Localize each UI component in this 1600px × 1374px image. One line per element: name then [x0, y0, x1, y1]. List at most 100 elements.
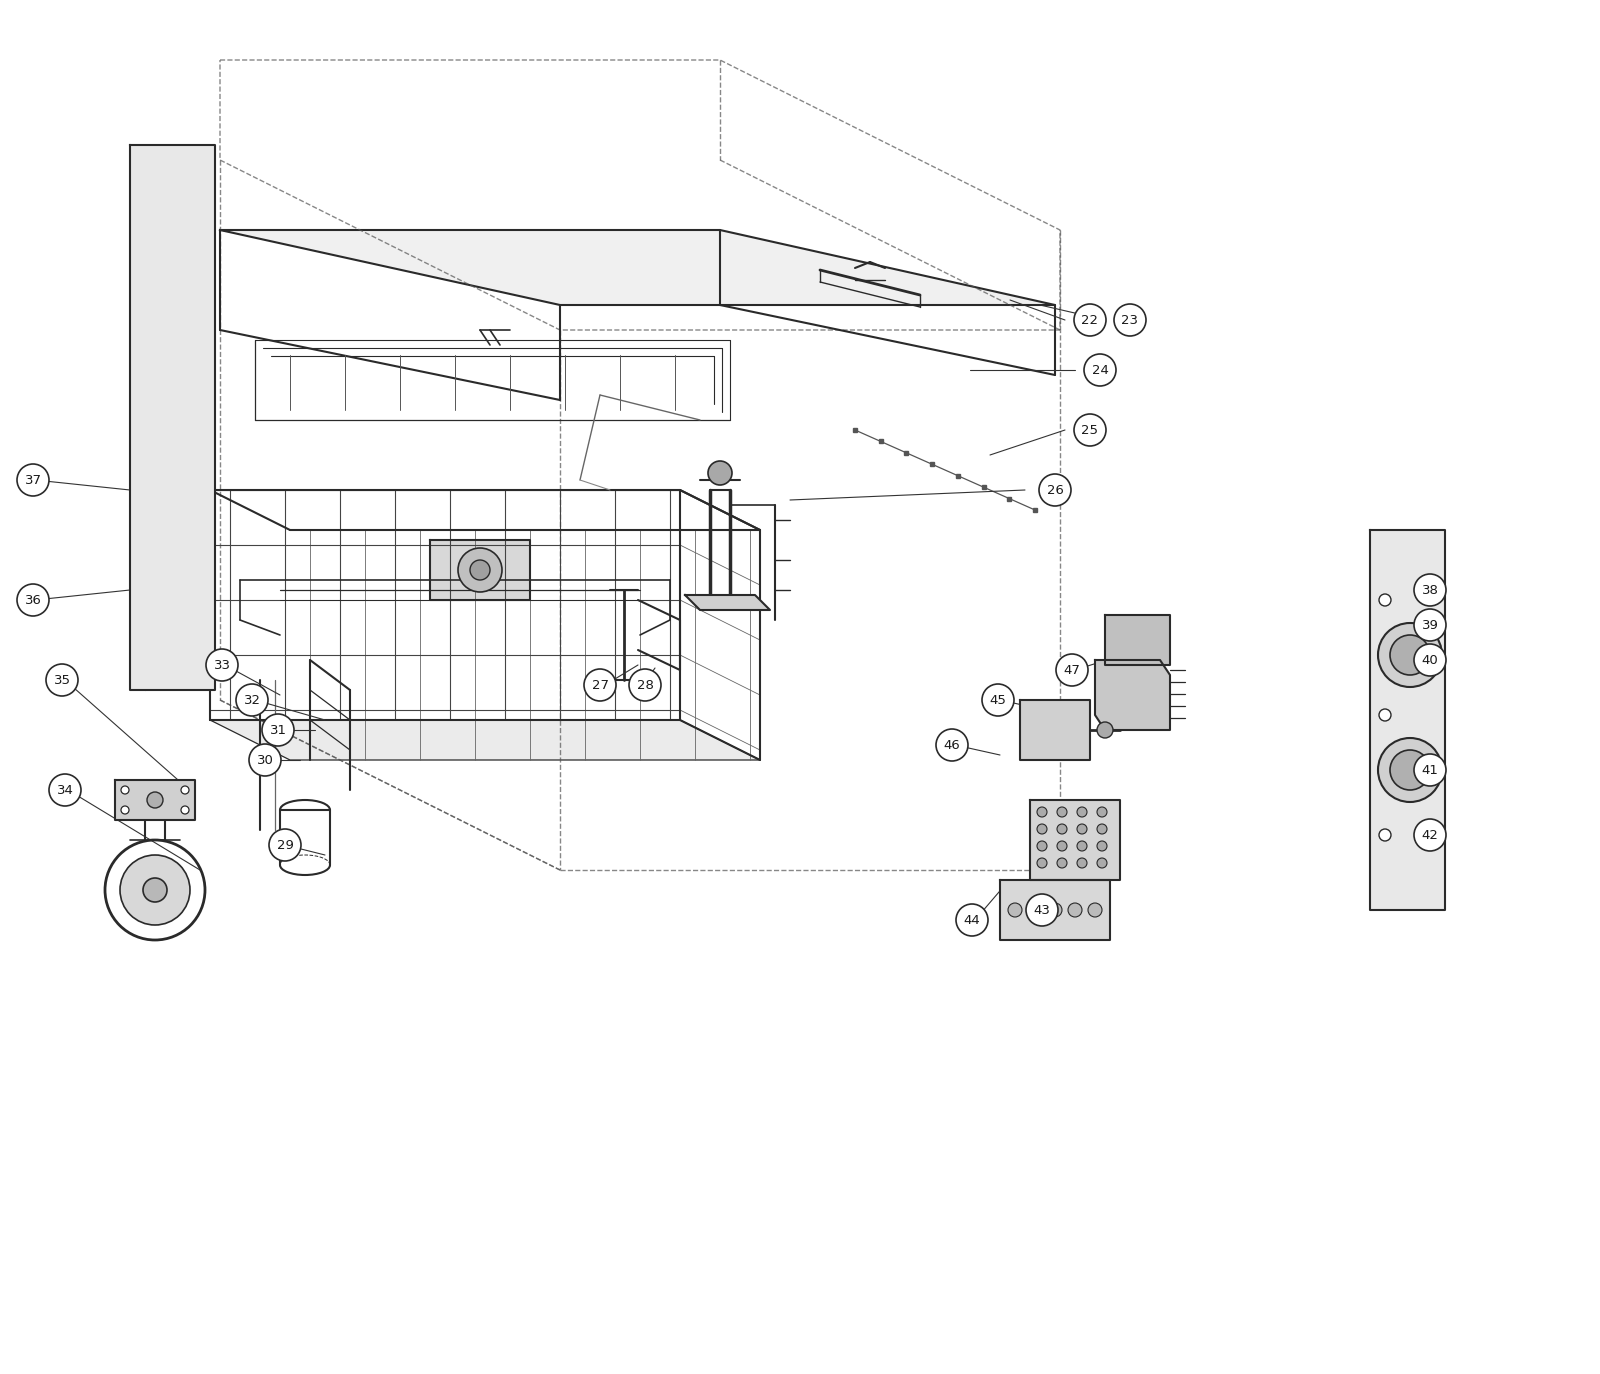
Circle shape: [1027, 903, 1042, 916]
Circle shape: [1098, 721, 1114, 738]
Text: 39: 39: [1421, 618, 1438, 632]
Circle shape: [1069, 903, 1082, 916]
Text: 36: 36: [24, 594, 42, 606]
Circle shape: [1390, 635, 1430, 675]
Circle shape: [1098, 841, 1107, 851]
Circle shape: [1414, 644, 1446, 676]
Circle shape: [1037, 807, 1046, 818]
Circle shape: [470, 561, 490, 580]
Circle shape: [46, 664, 78, 697]
Circle shape: [1037, 857, 1046, 868]
Text: 30: 30: [256, 753, 274, 767]
Polygon shape: [1370, 530, 1445, 910]
Circle shape: [584, 669, 616, 701]
Text: 38: 38: [1421, 584, 1438, 596]
Text: 29: 29: [277, 838, 293, 852]
Polygon shape: [1030, 800, 1120, 879]
Polygon shape: [685, 595, 770, 610]
Circle shape: [1098, 807, 1107, 818]
Polygon shape: [1000, 879, 1110, 940]
Circle shape: [181, 786, 189, 794]
Text: 46: 46: [944, 738, 960, 752]
Circle shape: [142, 878, 166, 901]
Circle shape: [1037, 824, 1046, 834]
Circle shape: [1058, 824, 1067, 834]
Text: 32: 32: [243, 694, 261, 706]
Circle shape: [1058, 807, 1067, 818]
Circle shape: [1390, 750, 1430, 790]
Circle shape: [1077, 824, 1086, 834]
Circle shape: [206, 649, 238, 682]
Circle shape: [1038, 474, 1070, 506]
Circle shape: [1085, 354, 1117, 386]
Circle shape: [1414, 574, 1446, 606]
Text: 23: 23: [1122, 313, 1139, 327]
Text: 42: 42: [1421, 829, 1438, 841]
Circle shape: [1074, 304, 1106, 337]
Circle shape: [1098, 824, 1107, 834]
Text: 26: 26: [1046, 484, 1064, 496]
Circle shape: [237, 684, 269, 716]
Polygon shape: [130, 146, 214, 690]
Text: 33: 33: [213, 658, 230, 672]
Text: 41: 41: [1421, 764, 1438, 776]
Circle shape: [50, 774, 82, 807]
Text: 25: 25: [1082, 423, 1099, 437]
Circle shape: [1114, 304, 1146, 337]
Circle shape: [1037, 841, 1046, 851]
Circle shape: [1378, 622, 1442, 687]
Text: 24: 24: [1091, 364, 1109, 376]
Circle shape: [1414, 754, 1446, 786]
Circle shape: [120, 855, 190, 925]
Circle shape: [1088, 903, 1102, 916]
Circle shape: [1379, 709, 1390, 721]
Text: 35: 35: [53, 673, 70, 687]
Circle shape: [1379, 594, 1390, 606]
Circle shape: [936, 730, 968, 761]
Polygon shape: [210, 720, 760, 760]
Circle shape: [269, 829, 301, 861]
Text: 34: 34: [56, 783, 74, 797]
Text: 47: 47: [1064, 664, 1080, 676]
Text: 22: 22: [1082, 313, 1099, 327]
Circle shape: [1379, 829, 1390, 841]
Circle shape: [18, 464, 50, 496]
Circle shape: [957, 904, 989, 936]
Circle shape: [1077, 857, 1086, 868]
Polygon shape: [430, 540, 530, 600]
Circle shape: [1048, 903, 1062, 916]
Circle shape: [18, 584, 50, 616]
Circle shape: [982, 684, 1014, 716]
Text: 27: 27: [592, 679, 608, 691]
Circle shape: [1414, 609, 1446, 642]
Text: 28: 28: [637, 679, 653, 691]
Circle shape: [122, 786, 130, 794]
Circle shape: [181, 807, 189, 813]
Text: 40: 40: [1422, 654, 1438, 666]
Circle shape: [709, 462, 733, 485]
Circle shape: [262, 714, 294, 746]
Polygon shape: [221, 229, 1054, 305]
Circle shape: [1098, 857, 1107, 868]
Text: 37: 37: [24, 474, 42, 486]
Polygon shape: [1021, 699, 1090, 760]
Text: 44: 44: [963, 914, 981, 926]
Circle shape: [1008, 903, 1022, 916]
Text: 45: 45: [989, 694, 1006, 706]
Circle shape: [1058, 857, 1067, 868]
Circle shape: [458, 548, 502, 592]
Polygon shape: [1106, 616, 1170, 665]
Circle shape: [1414, 819, 1446, 851]
Circle shape: [122, 807, 130, 813]
Circle shape: [1056, 654, 1088, 686]
Circle shape: [629, 669, 661, 701]
Circle shape: [1378, 738, 1442, 802]
Circle shape: [250, 743, 282, 776]
Circle shape: [1058, 841, 1067, 851]
Circle shape: [1074, 414, 1106, 447]
Circle shape: [1077, 807, 1086, 818]
Text: 43: 43: [1034, 904, 1051, 916]
Circle shape: [1077, 841, 1086, 851]
Polygon shape: [1094, 660, 1170, 730]
Circle shape: [147, 791, 163, 808]
